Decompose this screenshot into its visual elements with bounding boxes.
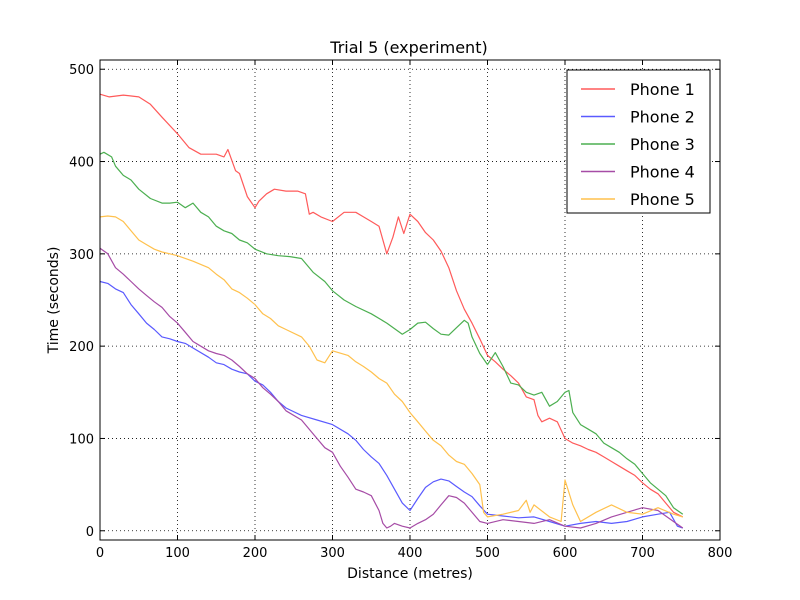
x-tick-label: 700	[630, 546, 655, 561]
x-tick-label: 600	[553, 546, 578, 561]
y-axis-ticks: 0 100 200 300 400 500	[69, 63, 720, 540]
x-axis-ticks: 0 100 200 300 400 500 600 700 800	[96, 60, 733, 561]
series-line-phone-3	[99, 151, 684, 515]
x-tick-label: 500	[475, 546, 500, 561]
series-line-phone-5	[99, 215, 683, 523]
legend-label: Phone 1	[630, 80, 695, 99]
series-layer	[99, 93, 684, 529]
x-tick-label: 0	[96, 546, 104, 561]
x-tick-label: 400	[398, 546, 423, 561]
x-axis-label: Distance (metres)	[347, 566, 473, 582]
legend-label: Phone 4	[630, 163, 695, 182]
series-line-phone-1	[99, 93, 684, 518]
y-tick-label: 0	[86, 525, 94, 540]
legend-label: Phone 5	[630, 190, 695, 209]
y-tick-label: 400	[69, 156, 94, 171]
series-line-phone-2	[99, 280, 683, 529]
x-tick-label: 300	[320, 546, 345, 561]
legend: Phone 1 Phone 2 Phone 3 Phone 4 Phone 5	[566, 69, 711, 214]
legend-label: Phone 2	[630, 108, 695, 127]
legend-label: Phone 3	[630, 135, 695, 154]
x-tick-label: 800	[708, 546, 733, 561]
y-axis-label: Time (seconds)	[46, 247, 62, 355]
legend-box	[566, 69, 711, 214]
y-tick-label: 300	[69, 248, 94, 263]
y-tick-label: 200	[69, 340, 94, 355]
y-tick-label: 500	[69, 63, 94, 78]
x-tick-label: 100	[165, 546, 190, 561]
x-tick-label: 200	[243, 546, 268, 561]
y-tick-label: 100	[69, 432, 94, 447]
chart-title: Trial 5 (experiment)	[329, 38, 487, 57]
series-line-phone-4	[99, 247, 684, 529]
